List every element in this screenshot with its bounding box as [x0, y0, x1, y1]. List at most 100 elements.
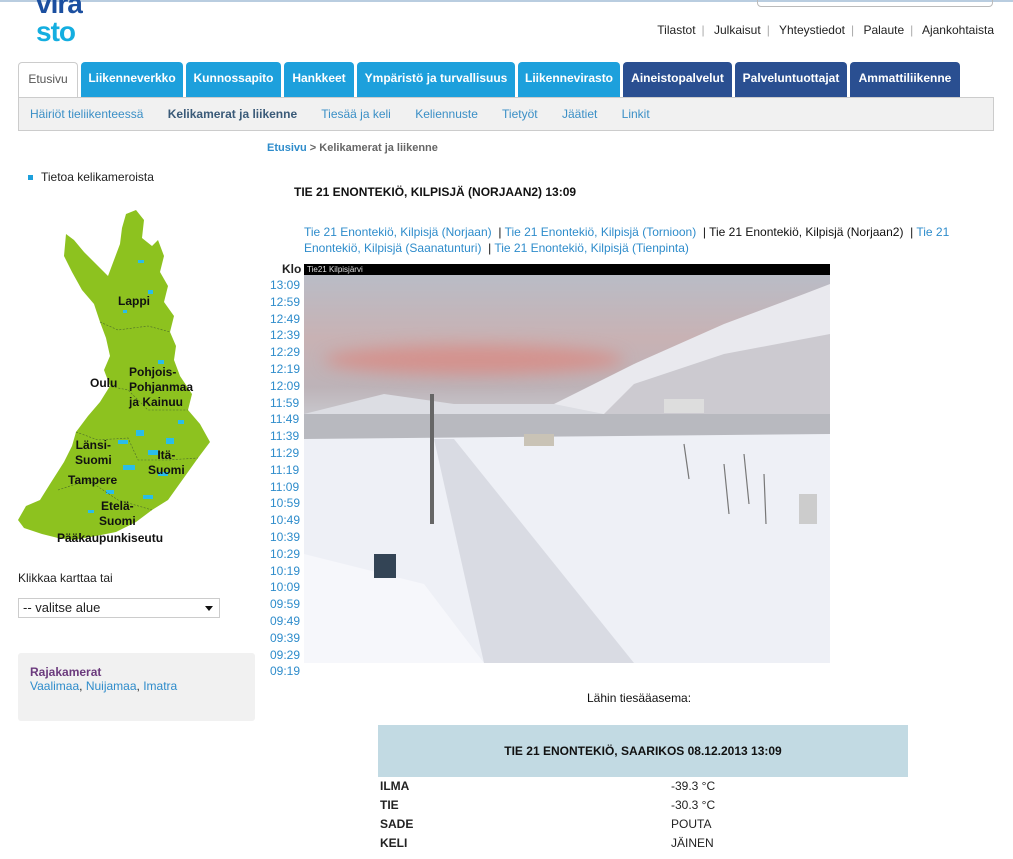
time-link[interactable]: 10:59	[270, 496, 301, 511]
chevron-down-icon	[205, 606, 213, 611]
row-value: -39.3 °C	[671, 779, 716, 793]
subnav-keliennuste[interactable]: Keliennuste	[415, 107, 478, 121]
bullet-icon	[28, 175, 33, 181]
time-link[interactable]: 09:59	[270, 597, 301, 612]
region-select-value: -- valitse alue	[23, 600, 101, 615]
time-link[interactable]: 09:29	[270, 647, 301, 662]
time-link[interactable]: 10:29	[270, 546, 301, 561]
breadcrumb: Etusivu > Kelikamerat ja liikenne	[267, 142, 438, 154]
time-link[interactable]: 12:19	[270, 361, 301, 376]
border-camera-imatra[interactable]: Imatra	[143, 679, 178, 693]
time-link[interactable]: 13:09	[270, 278, 301, 292]
camera-link-saanatunturi[interactable]: Tie 21 Enontekiö, Kilpisjä (Saanatunturi…	[304, 225, 950, 255]
tab-liikenneverkko[interactable]: Liikenneverkko	[81, 62, 183, 97]
top-link-ajankohtaista[interactable]: Ajankohtaista	[921, 23, 994, 37]
top-link-yhteystiedot[interactable]: Yhteystiedot	[778, 23, 845, 37]
table-row: SADE POUTA	[378, 815, 908, 834]
row-value: -30.3 °C	[671, 798, 716, 812]
region-select[interactable]: -- valitse alue	[18, 598, 220, 618]
time-link[interactable]: 12:49	[270, 311, 301, 326]
time-link[interactable]: 12:29	[270, 345, 301, 360]
tab-aineistopalvelut[interactable]: Aineistopalvelut	[623, 62, 732, 97]
map-label-lansi-suomi[interactable]: Länsi- Suomi	[75, 438, 112, 467]
border-cameras-title: Rajakamerat	[30, 665, 102, 679]
subnav-jaatiet[interactable]: Jäätiet	[561, 107, 598, 121]
tab-etusivu[interactable]: Etusivu	[18, 62, 78, 98]
tab-ymparisto[interactable]: Ympäristö ja turvallisuus	[357, 62, 515, 97]
camera-link-tornioon[interactable]: Tie 21 Enontekiö, Kilpisjä (Tornioon)	[504, 225, 697, 239]
table-row: TIE -30.3 °C	[378, 796, 908, 815]
map-label-oulu[interactable]: Oulu	[90, 376, 118, 390]
time-link[interactable]: 11:29	[270, 445, 300, 460]
top-border	[0, 0, 1013, 2]
map-label-ita-suomi[interactable]: Itä- Suomi	[148, 448, 185, 477]
border-camera-vaalimaa[interactable]: Vaalimaa	[30, 679, 80, 693]
logo-text: vira	[36, 0, 83, 19]
top-links: Tilastot | Julkaisut | Yhteystiedot | Palau…	[657, 23, 994, 37]
top-link-tilastot[interactable]: Tilastot	[657, 23, 696, 37]
camera-title: TIE 21 ENONTEKIÖ, KILPISJÄ (NORJAAN2) 13…	[294, 185, 577, 199]
weather-station-table: TIE 21 ENONTEKIÖ, SAARIKOS 08.12.2013 13…	[378, 725, 908, 853]
camera-links: Tie 21 Enontekiö, Kilpisjä (Norjaan) | T…	[304, 225, 950, 255]
time-link[interactable]: 09:19	[270, 664, 301, 679]
tab-ammattiliikenne[interactable]: Ammattiliikenne	[850, 62, 960, 97]
row-value: POUTA	[671, 817, 712, 831]
camera-image: Tie21 Kilpisjärvi	[304, 264, 830, 663]
border-cameras-box: Rajakamerat Vaalimaa, Nuijamaa, Imatra	[18, 653, 255, 721]
time-link[interactable]: 12:39	[270, 328, 301, 343]
subnav-kelikamerat[interactable]: Kelikamerat ja liikenne	[167, 107, 298, 121]
info-link[interactable]: Tietoa kelikameroista	[28, 170, 154, 184]
time-link[interactable]: 11:19	[270, 462, 300, 477]
info-link-label: Tietoa kelikameroista	[41, 170, 154, 184]
row-key: ILMA	[380, 779, 410, 793]
table-row: ILMA -39.3 °C	[378, 777, 908, 796]
border-camera-nuijamaa[interactable]: Nuijamaa	[85, 679, 137, 693]
time-link[interactable]: 09:39	[270, 630, 301, 645]
row-value: JÄINEN	[671, 836, 714, 850]
map-label-paakaupunkiseutu[interactable]: Pääkaupunkiseutu	[57, 531, 164, 545]
finland-map-shape	[18, 210, 210, 540]
camera-overlay-text: Tie21 Kilpisjärvi	[304, 264, 830, 275]
map-label-lappi[interactable]: Lappi	[118, 294, 150, 308]
subnav-linkit[interactable]: Linkit	[621, 107, 650, 121]
top-link-palaute[interactable]: Palaute	[863, 23, 905, 37]
camera-link-tienpinta[interactable]: Tie 21 Enontekiö, Kilpisjä (Tienpinta)	[494, 241, 689, 255]
time-link[interactable]: 10:39	[270, 529, 301, 544]
search-input[interactable]	[757, 0, 993, 7]
camera-link-norjaan2-current: Tie 21 Enontekiö, Kilpisjä (Norjaan2)	[709, 225, 904, 239]
logo[interactable]: vira sto	[36, 0, 83, 47]
tab-hankkeet[interactable]: Hankkeet	[284, 62, 354, 97]
breadcrumb-home[interactable]: Etusivu	[267, 142, 307, 154]
time-link[interactable]: 11:09	[270, 479, 300, 494]
row-key: SADE	[380, 817, 414, 831]
camera-link-norjaan[interactable]: Tie 21 Enontekiö, Kilpisjä (Norjaan)	[304, 225, 492, 239]
time-link[interactable]: 11:39	[270, 429, 300, 444]
subnav-hairiot[interactable]: Häiriöt tieliikenteessä	[30, 107, 144, 121]
finland-region-map[interactable]: Lappi Oulu Pohjois- Pohjanmaa ja Kainuu …	[18, 210, 210, 545]
logo-text: sto	[36, 16, 76, 47]
row-key: KELI	[380, 836, 408, 850]
sub-navigation: Häiriöt tieliikenteessä Kelikamerat ja l…	[18, 97, 994, 131]
subnav-tiesaa[interactable]: Tiesää ja keli	[321, 107, 391, 121]
time-link[interactable]: 11:49	[270, 412, 300, 427]
tab-liikennevirasto[interactable]: Liikennevirasto	[518, 62, 620, 97]
time-link[interactable]: 11:59	[270, 395, 300, 410]
time-link[interactable]: 10:09	[270, 580, 301, 595]
breadcrumb-separator: >	[306, 142, 320, 154]
time-link[interactable]: 12:09	[270, 378, 301, 393]
subnav-tietyot[interactable]: Tietyöt	[502, 107, 538, 121]
tab-palveluntuottajat[interactable]: Palveluntuottajat	[735, 62, 847, 97]
tab-kunnossapito[interactable]: Kunnossapito	[186, 62, 281, 97]
station-title: TIE 21 ENONTEKIÖ, SAARIKOS 08.12.2013 13…	[378, 725, 908, 777]
time-label: Klo	[282, 262, 302, 276]
time-link[interactable]: 09:49	[270, 613, 301, 628]
camera-scene	[304, 284, 830, 663]
breadcrumb-current: Kelikamerat ja liikenne	[319, 142, 438, 154]
time-link[interactable]: 10:19	[270, 563, 301, 578]
map-label-etela-suomi[interactable]: Etelä- Suomi	[99, 499, 136, 528]
map-label-tampere[interactable]: Tampere	[68, 473, 118, 487]
time-link[interactable]: 10:49	[270, 513, 301, 528]
time-link[interactable]: 12:59	[270, 294, 301, 309]
map-label-pohjois-pohjanmaa[interactable]: Pohjois- Pohjanmaa ja Kainuu	[129, 365, 194, 409]
top-link-julkaisut[interactable]: Julkaisut	[714, 23, 761, 37]
